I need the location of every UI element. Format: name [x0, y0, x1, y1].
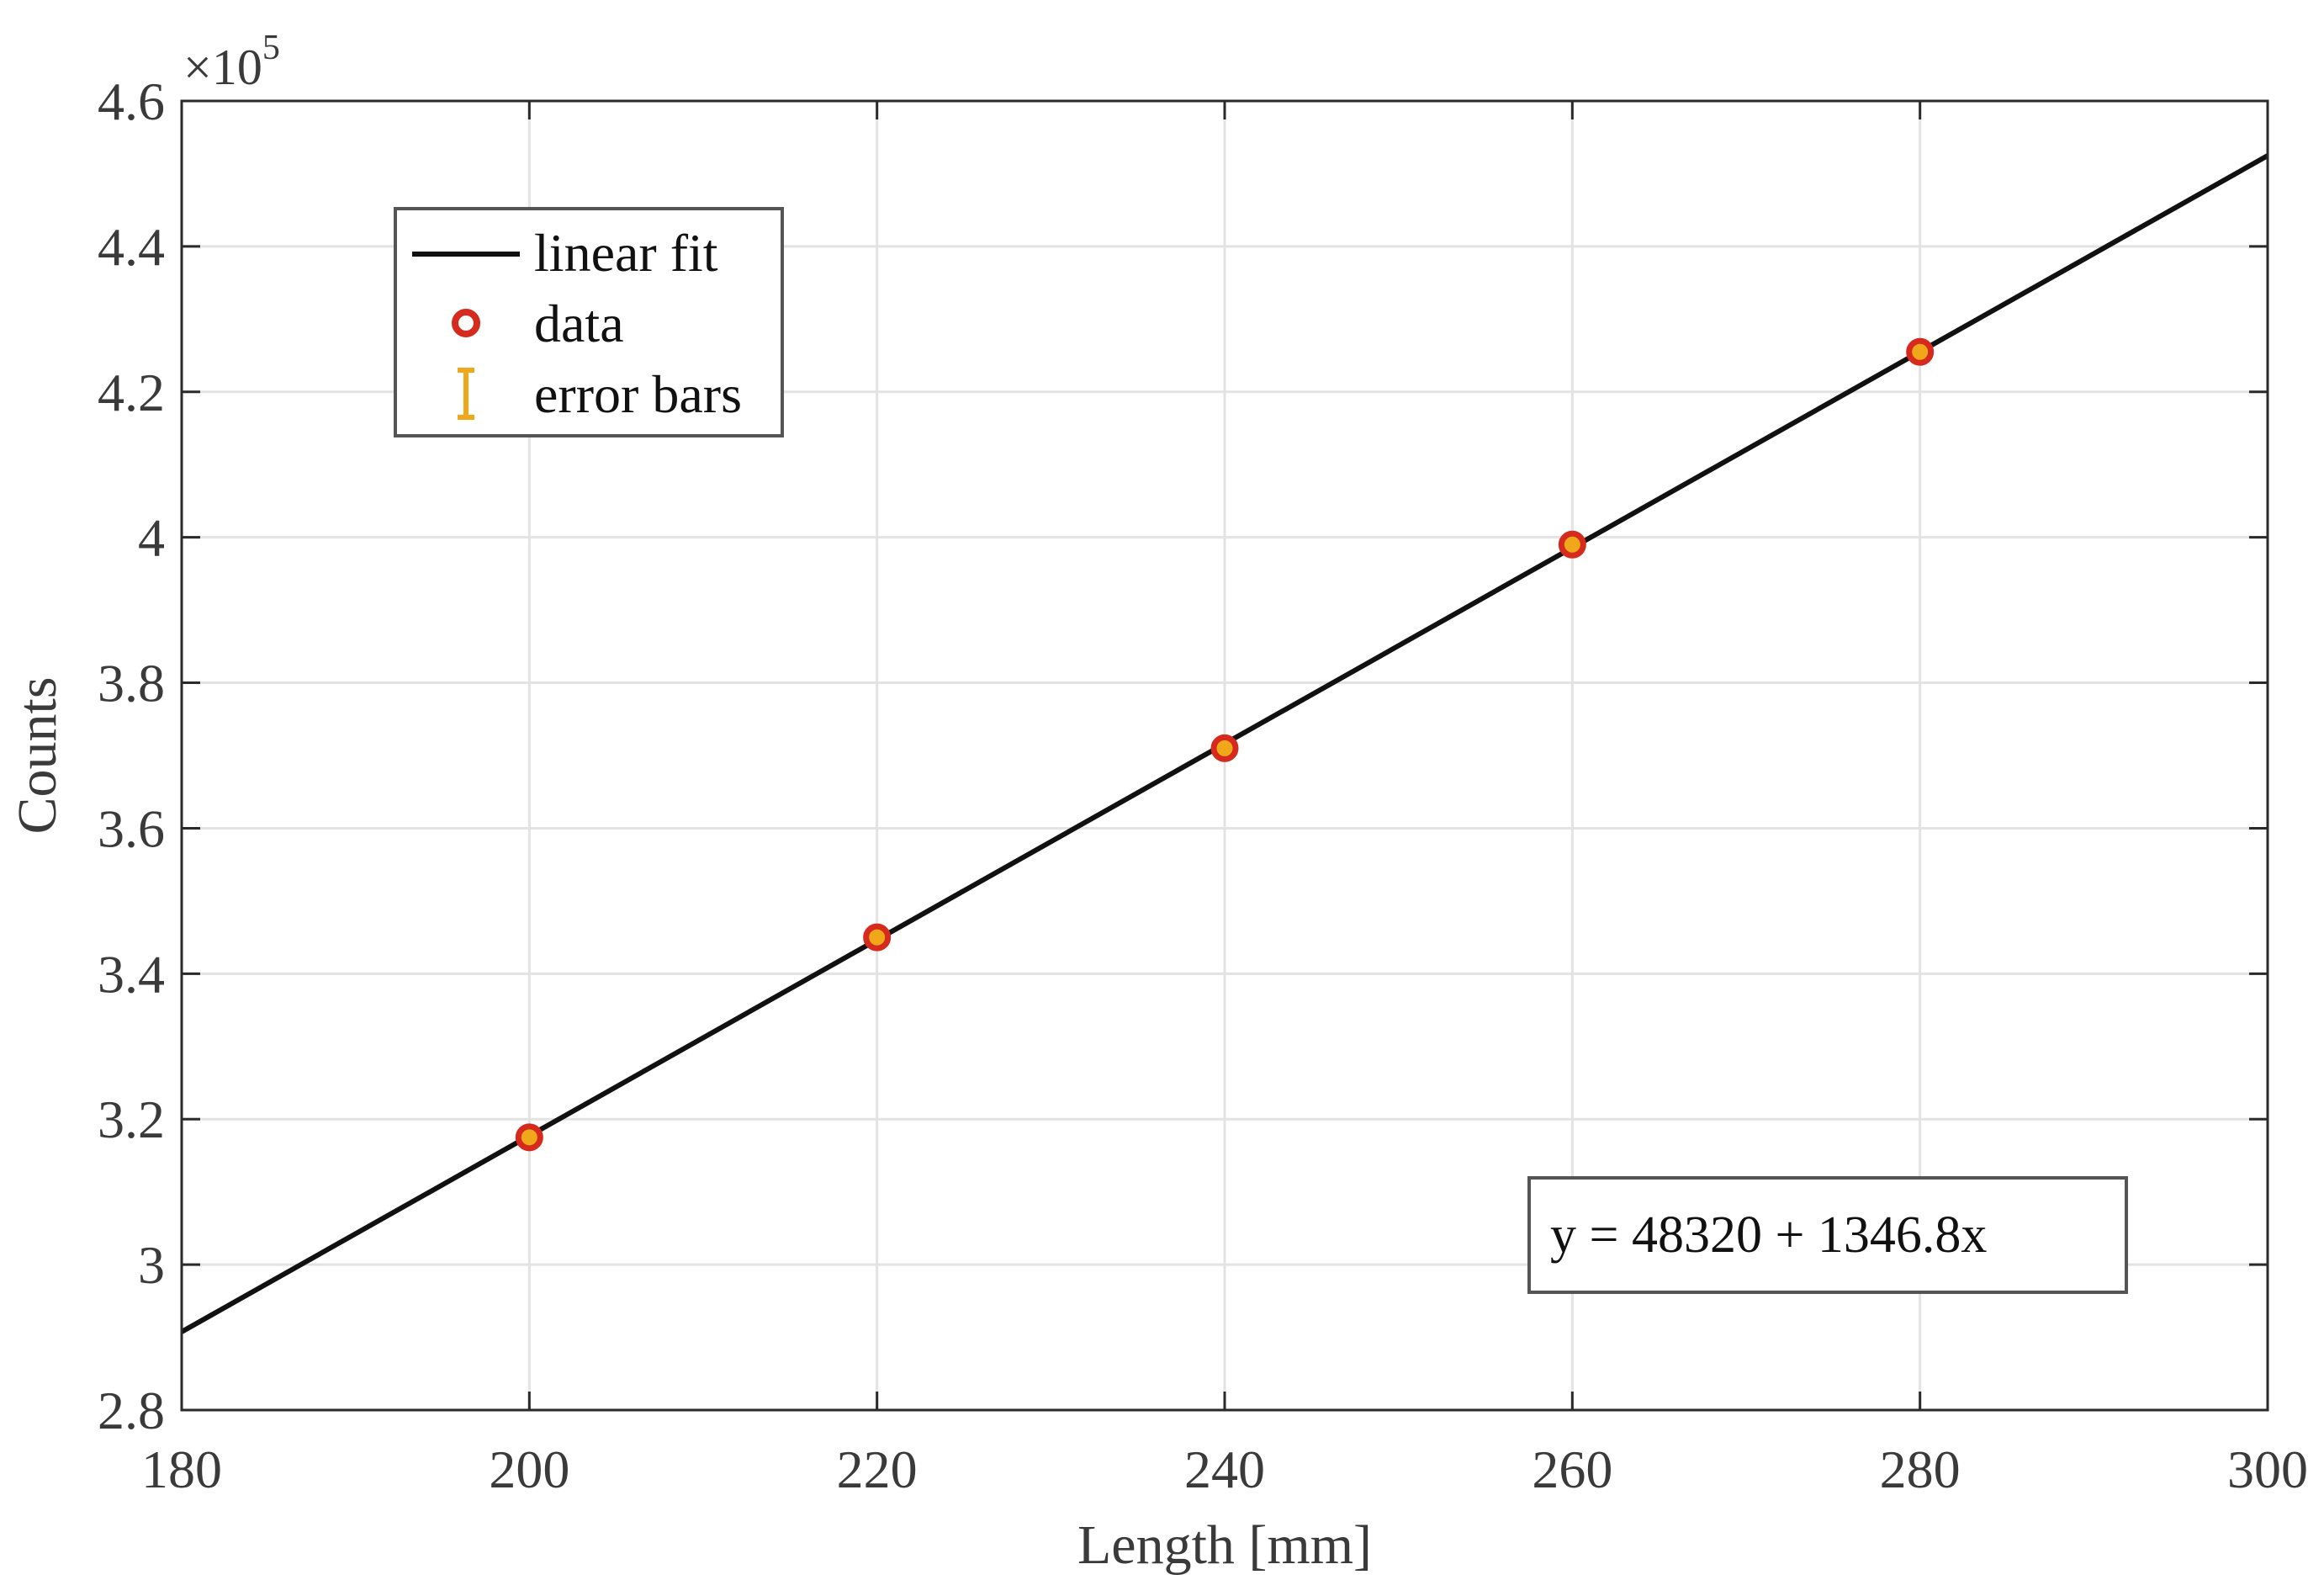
y-multiplier-base: ×10	[183, 40, 262, 95]
ticks	[180, 99, 2269, 1412]
x-tick-label: 300	[2227, 1439, 2308, 1499]
y-multiplier-label: ×105	[183, 29, 280, 95]
tick-labels: 180 200 220 240 260 280 300 2.8 3 3.2 3.4 3.6 3.8 4 4.…	[98, 72, 2308, 1499]
y-tick-label: 3	[138, 1235, 165, 1295]
data-point	[1906, 337, 1935, 366]
data-point	[515, 1123, 543, 1152]
x-tick-label: 260	[1532, 1439, 1612, 1499]
x-tick-label: 180	[141, 1439, 222, 1499]
y-tick-label: 4.4	[98, 217, 165, 277]
fit-equation-text: y = 48320 + 1346.8x	[1550, 1206, 1987, 1264]
x-tick-label: 240	[1184, 1439, 1265, 1499]
y-tick-label: 4	[138, 508, 165, 568]
x-tick-label: 220	[837, 1439, 918, 1499]
points-layer	[515, 337, 1935, 1152]
data-point	[1558, 530, 1586, 559]
y-multiplier-exponent: 5	[262, 29, 280, 67]
legend-label-linear-fit: linear fit	[534, 223, 718, 283]
y-tick-label: 3.6	[98, 798, 165, 858]
legend-label-data: data	[534, 294, 624, 353]
y-axis-title: Counts	[7, 676, 68, 834]
x-tick-label: 280	[1880, 1439, 1961, 1499]
fit-equation-frame	[1527, 1176, 2128, 1294]
x-tick-label: 200	[489, 1439, 569, 1499]
y-tick-label: 3.2	[98, 1090, 165, 1149]
fit-equation-box: y = 48320 + 1346.8x	[1527, 1176, 2128, 1294]
y-tick-label: 4.2	[98, 363, 165, 422]
x-axis-title: Length [mm]	[1077, 1514, 1372, 1576]
y-tick-label: 4.6	[98, 72, 165, 131]
y-tick-label: 3.8	[98, 654, 165, 713]
y-tick-label: 3.4	[98, 944, 165, 1004]
legend-label-error-bars: error bars	[534, 364, 742, 424]
y-tick-label: 2.8	[98, 1381, 165, 1440]
legend: linear fit data error bars	[394, 207, 784, 437]
legend-marker-swatch	[452, 309, 480, 337]
data-point	[1210, 734, 1239, 762]
legend-errorbar-swatch	[458, 368, 474, 420]
data-point	[863, 923, 892, 952]
